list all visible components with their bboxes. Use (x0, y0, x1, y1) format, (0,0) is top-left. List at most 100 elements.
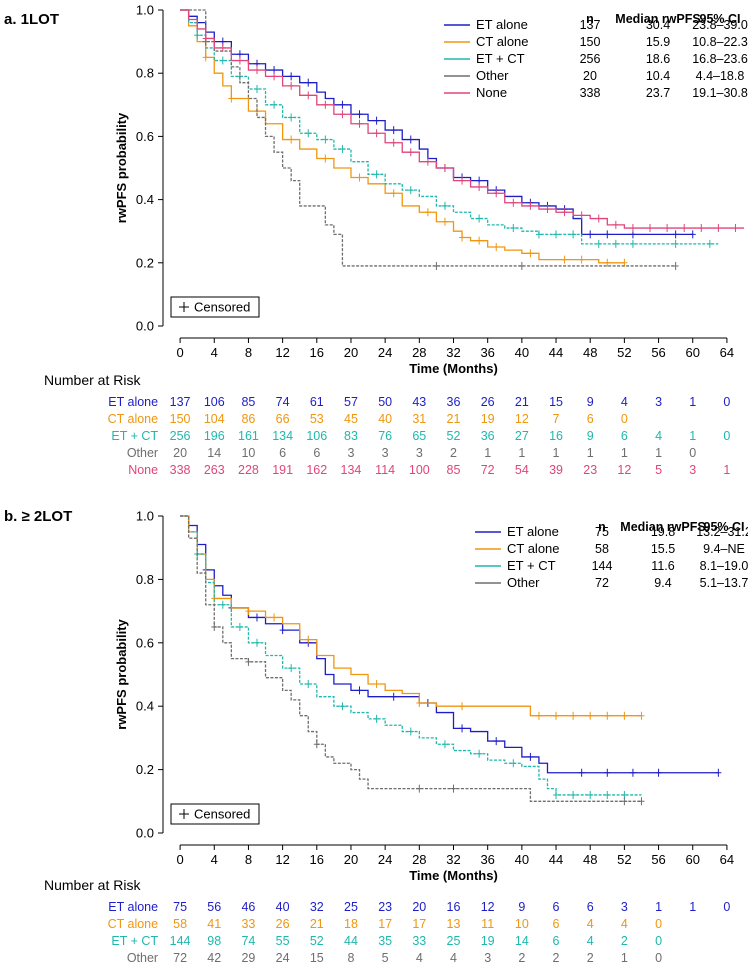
censor-mark (561, 208, 568, 217)
panel-label: b. ≥ 2LOT (4, 508, 72, 525)
censor-mark (253, 85, 260, 93)
censor-mark (587, 711, 594, 720)
censor-mark (527, 249, 534, 258)
risk-value: 1 (655, 900, 662, 914)
x-tick-label: 48 (583, 345, 597, 360)
risk-value: 4 (655, 429, 662, 443)
risk-title: Number at Risk (44, 877, 141, 893)
censor-mark (253, 613, 260, 622)
risk-value: 72 (481, 463, 495, 477)
censor-mark (570, 711, 577, 720)
censor-mark (424, 208, 431, 217)
risk-value: 106 (306, 429, 327, 443)
censor-mark (681, 224, 688, 233)
risk-value: 18 (344, 917, 358, 931)
censor-mark (356, 173, 363, 182)
risk-value: 36 (447, 395, 461, 409)
censor-mark (612, 239, 619, 248)
legend-n: 20 (583, 69, 597, 83)
x-tick-label: 16 (310, 345, 324, 360)
censor-mark (288, 113, 295, 122)
risk-value: 21 (447, 412, 461, 426)
legend-median: 9.4 (654, 576, 671, 590)
x-tick-label: 4 (211, 345, 218, 360)
risk-value: 263 (204, 463, 225, 477)
censor-mark (390, 138, 397, 147)
censor-mark (407, 135, 414, 144)
risk-value: 338 (170, 463, 191, 477)
panel-label: a. 1LOT (4, 11, 59, 28)
km-curve-1 (180, 9, 625, 264)
risk-value: 55 (276, 934, 290, 948)
x-tick-label: 20 (344, 852, 358, 867)
censor-mark (339, 145, 346, 154)
risk-value: 16 (447, 900, 461, 914)
censored-label: Censored (194, 300, 250, 315)
risk-value: 4 (621, 917, 628, 931)
censor-mark (476, 749, 483, 758)
risk-value: 5 (382, 951, 389, 962)
legend-n: 75 (595, 525, 609, 539)
legend-ci: 9.4–NE (703, 542, 745, 556)
risk-value: 12 (481, 900, 495, 914)
censor-mark (604, 230, 611, 239)
censor-mark (715, 768, 722, 777)
x-tick-label: 28 (412, 852, 426, 867)
censor-mark (587, 790, 594, 799)
censor-mark (305, 680, 312, 689)
risk-value: 24 (276, 951, 290, 962)
x-tick-label: 56 (651, 345, 665, 360)
risk-value: 76 (378, 429, 392, 443)
risk-value: 0 (655, 917, 662, 931)
censor-mark (373, 170, 380, 179)
risk-value: 74 (276, 395, 290, 409)
x-tick-label: 56 (651, 852, 665, 867)
x-tick-label: 28 (412, 345, 426, 360)
risk-value: 13 (447, 917, 461, 931)
risk-value: 36 (481, 429, 495, 443)
risk-value: 6 (621, 429, 628, 443)
risk-value: 52 (310, 934, 324, 948)
risk-value: 6 (553, 934, 560, 948)
legend-median: 15.5 (651, 542, 675, 556)
censor-mark (441, 164, 448, 172)
censor-mark (638, 711, 645, 720)
legend-header-median: Median rwPFS (615, 12, 700, 26)
censor-mark (279, 626, 286, 635)
censor-mark (441, 201, 448, 210)
censor-mark (211, 622, 218, 631)
legend-ci: 23.8–39.0 (692, 18, 748, 32)
risk-value: 8 (347, 951, 354, 962)
x-tick-label: 40 (515, 345, 529, 360)
censor-mark (390, 126, 397, 135)
risk-value: 6 (553, 917, 560, 931)
legend-label: None (476, 85, 507, 100)
risk-value: 26 (481, 395, 495, 409)
risk-value: 104 (204, 412, 225, 426)
x-axis-title: Time (Months) (409, 868, 498, 883)
risk-value: 46 (241, 900, 255, 914)
risk-row-label: Other (127, 951, 158, 962)
x-tick-label: 16 (310, 852, 324, 867)
x-tick-label: 12 (275, 852, 289, 867)
censor-mark (305, 129, 312, 138)
censor-mark (416, 784, 423, 793)
y-tick-label: 1.0 (136, 3, 154, 18)
risk-value: 12 (515, 412, 529, 426)
risk-value: 1 (484, 446, 491, 460)
y-tick-label: 0.4 (136, 699, 154, 714)
censor-mark (288, 135, 295, 144)
x-tick-label: 0 (176, 345, 183, 360)
x-tick-label: 60 (686, 852, 700, 867)
risk-value: 6 (587, 412, 594, 426)
risk-value: 1 (518, 446, 525, 460)
risk-value: 40 (378, 412, 392, 426)
risk-value: 3 (621, 900, 628, 914)
risk-value: 75 (173, 900, 187, 914)
legend-label: CT alone (476, 34, 529, 49)
x-tick-label: 44 (549, 852, 563, 867)
risk-value: 0 (689, 446, 696, 460)
risk-value: 1 (621, 951, 628, 962)
censor-mark (322, 154, 329, 163)
risk-value: 53 (310, 412, 324, 426)
